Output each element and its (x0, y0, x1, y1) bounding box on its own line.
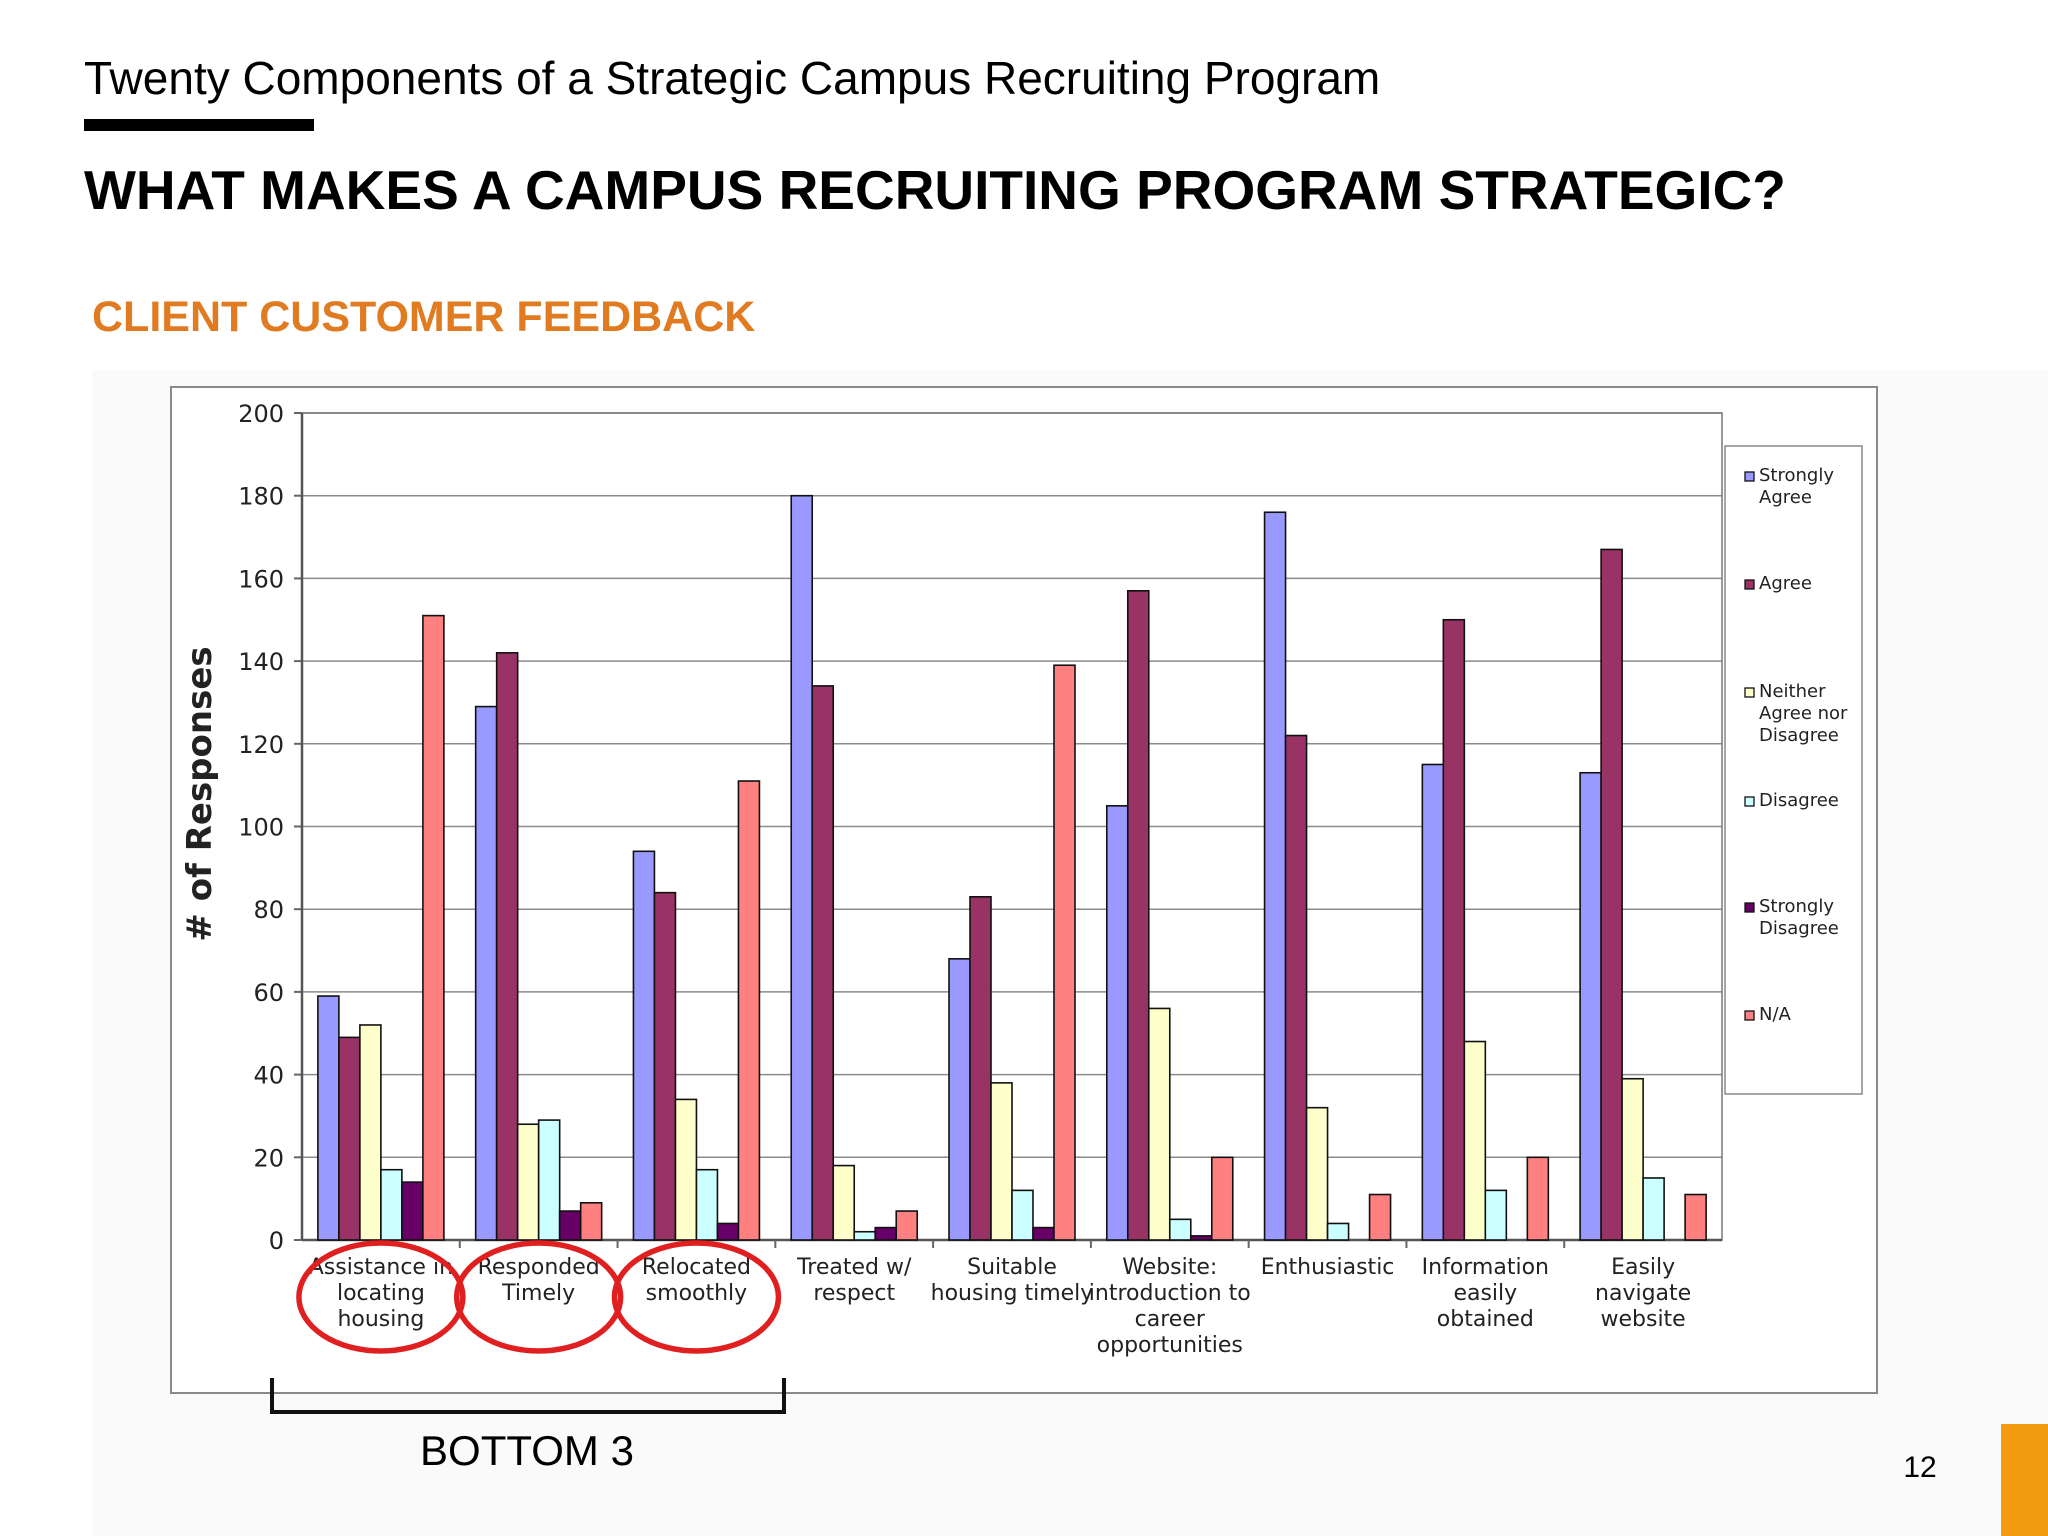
bar (516, 1123, 540, 1241)
x-tick-label: Relocated smoothly (642, 1255, 751, 1306)
bar (1147, 1007, 1171, 1241)
legend-swatch (1744, 902, 1755, 913)
bar (1463, 1040, 1487, 1241)
y-tick-label: 60 (253, 979, 284, 1007)
x-tick-label: Treated w/respect (796, 1255, 912, 1306)
bar (969, 895, 992, 1241)
x-tick-label: Information easily obtained (1422, 1255, 1549, 1332)
legend-label: Strongly Agree (1759, 465, 1834, 508)
legend-swatch (1744, 796, 1755, 807)
y-tick-label: 100 (238, 814, 284, 842)
y-tick-label: 20 (253, 1144, 284, 1172)
bar (832, 1164, 856, 1241)
bar (853, 1230, 877, 1241)
bar (1642, 1177, 1665, 1241)
bar (1621, 1077, 1644, 1241)
slide-title: WHAT MAKES A CAMPUS RECRUITING PROGRAM S… (84, 159, 1786, 221)
bar (1053, 664, 1076, 1241)
bar (1105, 805, 1129, 1241)
legend-label: Neither Agree nor Disagree (1759, 681, 1848, 746)
y-tick-label: 140 (238, 648, 284, 676)
bar (895, 1210, 919, 1241)
bar (1684, 1193, 1707, 1241)
bar (1032, 1226, 1055, 1241)
bar (1442, 618, 1466, 1241)
bar (1579, 771, 1602, 1241)
y-tick-label: 40 (253, 1062, 284, 1090)
bar (380, 1168, 403, 1241)
x-tick-label: Responded Timely (478, 1255, 600, 1306)
y-axis-label: # of Responses (180, 646, 220, 941)
x-tick-label: Assistance in locating housing (309, 1255, 453, 1332)
legend-swatch (1744, 579, 1755, 590)
bar (401, 1181, 424, 1241)
bar (790, 494, 814, 1241)
legend-label: Strongly Disagree (1759, 896, 1839, 939)
y-tick-label: 180 (238, 483, 284, 511)
y-tick-label: 0 (269, 1227, 284, 1255)
bar (422, 614, 445, 1241)
legend-swatch (1744, 1010, 1755, 1021)
bar (474, 705, 498, 1241)
bar (1326, 1222, 1350, 1241)
bar (1526, 1156, 1550, 1241)
bar (1263, 511, 1287, 1241)
bar (359, 1024, 382, 1241)
section-label: CLIENT CUSTOMER FEEDBACK (92, 293, 756, 341)
bar (495, 652, 519, 1241)
bar (1368, 1193, 1392, 1241)
bar (1600, 548, 1623, 1241)
bar (874, 1226, 898, 1241)
bar (579, 1201, 603, 1241)
legend-swatch (1744, 687, 1755, 698)
legend-label: N/A (1759, 1004, 1792, 1025)
bar (811, 685, 835, 1241)
bar (653, 891, 677, 1241)
bar (1484, 1189, 1508, 1241)
bar (695, 1168, 719, 1241)
bar (317, 995, 340, 1241)
corner-accent-tab (2001, 1424, 2048, 1536)
bracket-label: BOTTOM 3 (420, 1427, 634, 1474)
x-tick-label: Suitable housing timely (931, 1255, 1094, 1306)
bar (338, 1036, 361, 1241)
highlight-circle (611, 1240, 782, 1354)
bar (1126, 590, 1150, 1241)
x-tick-label: Easily navigate website (1595, 1255, 1691, 1332)
bar (537, 1119, 561, 1241)
x-tick-label: Website: introduction to career opportuniti… (1089, 1255, 1251, 1358)
bar (1305, 1106, 1329, 1241)
bar (1189, 1235, 1213, 1241)
highlight-circle (453, 1240, 624, 1354)
bar (1210, 1156, 1234, 1241)
highlight-circle (296, 1240, 466, 1354)
bar (674, 1098, 698, 1241)
bar (1011, 1189, 1034, 1241)
y-tick-label: 200 (238, 400, 284, 428)
bar (632, 850, 656, 1241)
legend-box (1724, 445, 1863, 1095)
bar (737, 780, 761, 1241)
bar (558, 1210, 582, 1241)
y-tick-label: 80 (253, 896, 284, 924)
legend-label: Agree (1759, 573, 1812, 594)
x-tick-label: Enthusiastic (1261, 1255, 1395, 1280)
bar (990, 1082, 1013, 1241)
bar (1168, 1218, 1192, 1241)
bar (1421, 763, 1445, 1241)
page-number: 12 (1903, 1451, 1937, 1484)
y-tick-label: 160 (238, 565, 284, 593)
title-accent-bar (84, 119, 314, 131)
y-tick-label: 120 (238, 731, 284, 759)
bar (716, 1222, 740, 1241)
bar (948, 958, 971, 1241)
slide-subtitle: Twenty Components of a Strategic Campus … (84, 52, 1381, 104)
legend-label: Disagree (1759, 790, 1839, 811)
bottom-three-bracket (270, 1378, 786, 1414)
bar (1284, 734, 1308, 1241)
legend-swatch (1744, 471, 1755, 482)
